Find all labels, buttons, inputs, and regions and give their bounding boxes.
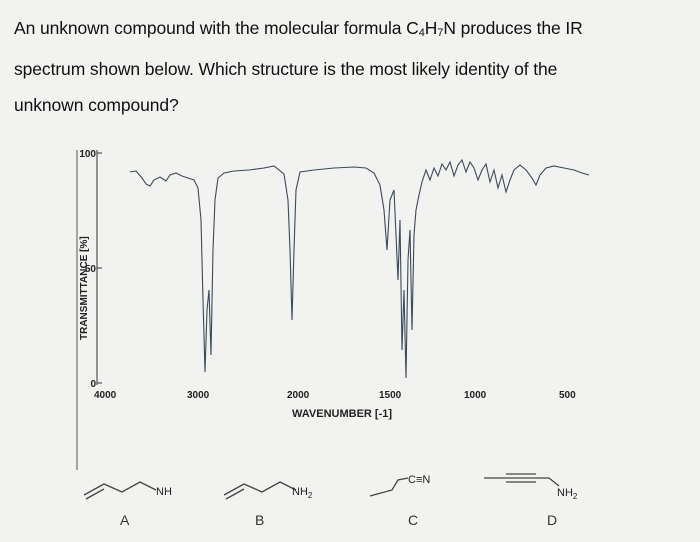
- question-line-2: spectrum shown below. Which structure is…: [14, 59, 558, 79]
- structure-d[interactable]: NH2: [484, 473, 578, 501]
- x-tick-3000: 3000: [187, 390, 210, 401]
- structure-d-group: NH2: [557, 487, 578, 501]
- choice-b-label[interactable]: B: [255, 512, 265, 528]
- ir-spectrum-figure: 100 50 0 TRANSMITTANCE [%] 4000 3000 200…: [76, 149, 590, 501]
- structure-b-group: NH2: [292, 486, 313, 500]
- y-axis-label: TRANSMITTANCE [%]: [79, 236, 90, 340]
- question-line-3: unknown compound?: [14, 95, 179, 115]
- structure-c[interactable]: C≡N: [369, 474, 430, 497]
- x-tick-1500: 1500: [379, 390, 402, 401]
- y-tick-100: 100: [79, 149, 96, 160]
- question-text: An unknown compound with the molecular f…: [14, 10, 684, 123]
- x-axis-label: WAVENUMBER [-1]: [292, 408, 392, 420]
- structure-a-group: NH: [156, 486, 172, 498]
- choice-c-label[interactable]: C: [408, 512, 419, 528]
- structure-b[interactable]: NH2: [223, 481, 313, 500]
- spectrum-line: [129, 158, 590, 379]
- x-tick-1000: 1000: [464, 390, 487, 401]
- x-tick-2000: 2000: [287, 390, 310, 401]
- choice-a-label[interactable]: A: [120, 512, 130, 528]
- y-tick-50: 50: [85, 264, 97, 275]
- y-tick-0: 0: [90, 379, 96, 390]
- x-tick-500: 500: [559, 390, 576, 401]
- question-line-1: An unknown compound with the molecular f…: [14, 18, 583, 39]
- structure-c-group: C≡N: [408, 474, 430, 486]
- structure-a[interactable]: NH: [83, 481, 172, 500]
- x-tick-4000: 4000: [94, 390, 117, 401]
- choice-d-label[interactable]: D: [547, 512, 558, 528]
